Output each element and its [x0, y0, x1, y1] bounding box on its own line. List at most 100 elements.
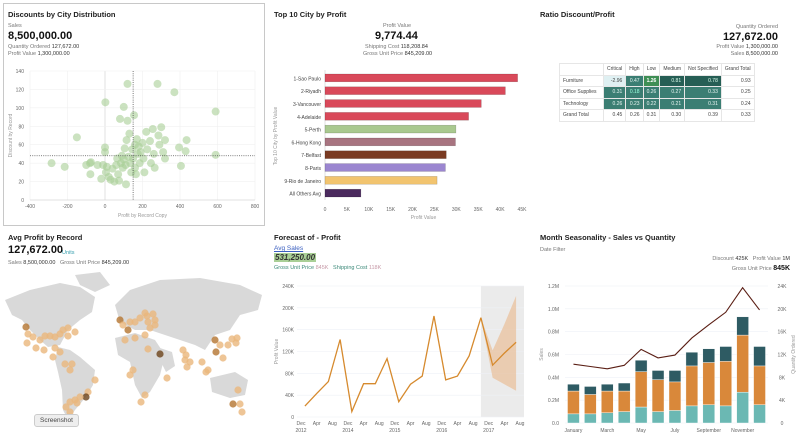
y-tick-label: 140 — [16, 69, 25, 75]
bar — [324, 188, 362, 198]
y2-tick-label: 16K — [778, 330, 788, 336]
map-sales-label: Sales — [8, 260, 22, 266]
city-marker — [22, 323, 30, 331]
x-tick-label: September — [697, 428, 722, 434]
scatter-point — [159, 148, 168, 157]
category-label: All Others Avg — [289, 192, 321, 198]
scatter-point — [123, 79, 132, 88]
stacked-bar-segment — [567, 390, 580, 415]
x-tick-label: Dec — [390, 421, 399, 427]
heatmap-cell[interactable]: 0.33 — [684, 86, 722, 99]
ratio-kpi: 127,672.00 — [722, 31, 778, 43]
x-tick-label: 15K — [386, 207, 396, 213]
category-label: 1-Sao Paulo — [293, 76, 321, 82]
forecast-line — [480, 317, 517, 367]
stacked-bar-segment — [736, 316, 749, 336]
stacked-bar-segment — [685, 365, 699, 407]
scatter-point — [170, 88, 179, 97]
city-marker — [66, 398, 74, 406]
scatter-point — [211, 107, 220, 116]
category-label: 6-Hong Kong — [292, 140, 322, 146]
city-marker — [66, 366, 74, 374]
x-tick-year: 2012 — [295, 428, 306, 434]
avg-sales-label[interactable]: Avg Sales — [274, 245, 304, 252]
y-tick-label: 120 — [16, 87, 25, 93]
stacked-bar-segment — [601, 412, 614, 424]
season-gup-value: 845K — [773, 265, 790, 272]
x-tick-label: 600 — [213, 204, 222, 210]
scatter-point — [125, 129, 134, 138]
landmass — [75, 272, 110, 292]
stacked-bar-segment — [685, 352, 699, 367]
city-marker — [126, 318, 134, 326]
x-tick-label: Aug — [328, 421, 337, 427]
city-marker — [144, 318, 152, 326]
stacked-bar-segment — [618, 411, 631, 424]
city-marker — [234, 386, 242, 394]
scatter-point — [115, 176, 124, 185]
bar-kpi: 9,774.44 — [375, 30, 418, 42]
stacked-bar-segment — [719, 405, 732, 424]
date-filter[interactable]: Date Filter — [540, 247, 566, 253]
ratio-sales-value: 8,500,000.00 — [745, 51, 778, 57]
x-tick-label: July — [671, 428, 680, 434]
x-tick-label: 20K — [408, 207, 418, 213]
x-tick-label: 45K — [518, 207, 528, 213]
heatmap-cell[interactable]: 0.39 — [684, 109, 722, 122]
city-marker — [124, 326, 132, 334]
profit-value: 1,300,000.00 — [37, 51, 70, 57]
bar — [324, 150, 447, 159]
forecast-stats: Gross Unit Price 845K Shipping Cost 118K — [274, 265, 381, 271]
x-tick-year: 2015 — [389, 428, 400, 434]
x-tick-year: 2017 — [483, 428, 494, 434]
x-axis-title: Profit Value — [411, 215, 437, 221]
ship-label: Shipping Cost — [365, 44, 400, 50]
scatter-point — [101, 143, 109, 152]
city-marker — [56, 348, 64, 356]
category-label: 2-Riyadh — [301, 89, 321, 95]
city-marker — [49, 353, 57, 361]
scatter-point — [131, 170, 140, 179]
y2-axis-title: Quantity Ordered — [791, 335, 797, 374]
scatter-point — [60, 162, 69, 171]
x-tick-label: 10K — [364, 207, 374, 213]
scatter-point — [86, 170, 95, 179]
y-tick-label: 120K — [282, 350, 294, 356]
x-tick-label: 25K — [430, 207, 440, 213]
category-label: 9-Rio de Janeiro — [284, 179, 321, 185]
ratio-heatmap: Critical High Low Medium Not Specified Grand … — [559, 63, 755, 122]
city-marker — [236, 400, 244, 408]
scatter-point — [116, 114, 124, 123]
category-label: 5-Perth — [305, 128, 322, 134]
ship-stat: Shipping Cost 118,208.84 — [365, 44, 428, 50]
bar — [324, 124, 457, 134]
category-label: 4-Adelaide — [297, 115, 321, 121]
heatmap-cell[interactable]: 0.30 — [659, 109, 686, 122]
city-marker — [23, 339, 31, 347]
heatmap-cell[interactable]: 0.31 — [684, 97, 722, 110]
x-tick-label: 0 — [104, 204, 107, 210]
x-tick-label: 40K — [496, 207, 506, 213]
stacked-bar-segment — [702, 362, 715, 405]
stacked-bar-segment — [685, 405, 699, 424]
scatter-point — [161, 154, 169, 163]
heatmap-cell[interactable]: 0.26 — [625, 109, 644, 122]
city-marker — [163, 374, 171, 382]
heatmap-cell[interactable]: 0.31 — [642, 109, 661, 122]
stacked-bar-segment — [651, 370, 665, 380]
x-tick-label: 30K — [452, 207, 462, 213]
heatmap-cell[interactable]: 0.33 — [720, 109, 755, 122]
season-profit-label: Profit Value — [752, 256, 781, 262]
ratio-profit-label: Profit Value — [716, 44, 745, 50]
fc-gup-label: Gross Unit Price — [274, 265, 315, 271]
city-marker — [149, 310, 157, 318]
scatter-point — [175, 143, 184, 152]
x-tick-label: January — [565, 428, 583, 434]
gup-stat: Gross Unit Price 845,209.00 — [363, 51, 432, 57]
y2-tick-label: 8K — [779, 375, 786, 381]
scatter-point — [146, 137, 154, 146]
x-tick-label: Apr — [407, 421, 415, 427]
city-marker — [64, 324, 72, 332]
